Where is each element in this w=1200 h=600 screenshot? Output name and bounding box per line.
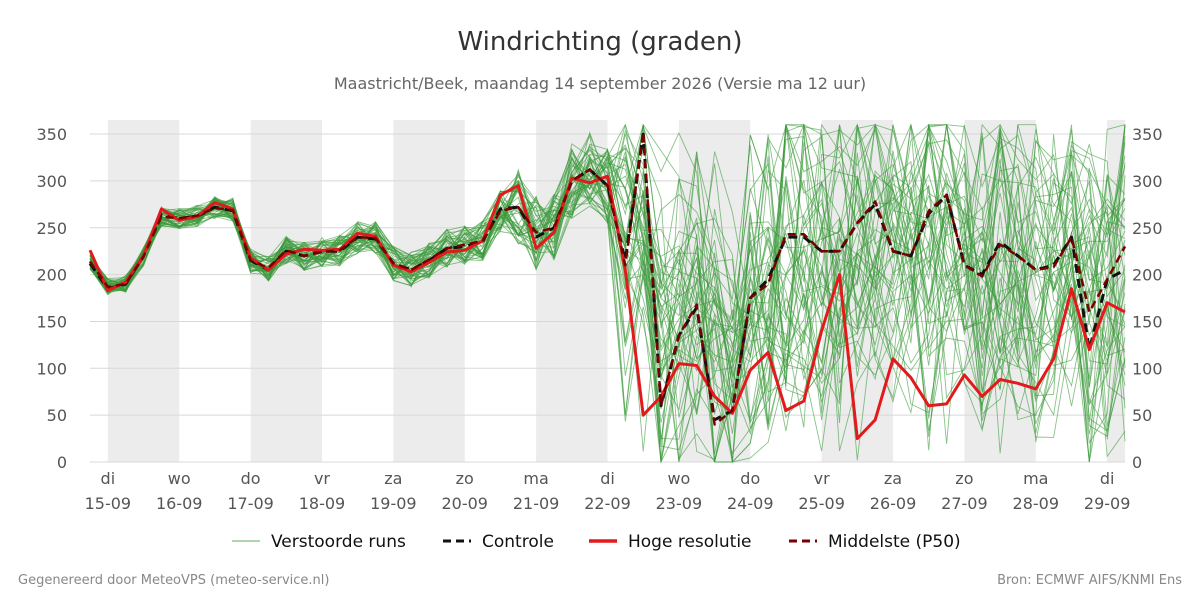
x-tick-day-label: wo bbox=[667, 469, 690, 488]
footer-source: Bron: ECMWF AIFS/KNMI Ens bbox=[997, 573, 1182, 588]
x-axis: di 15-09 wo 16-09 do 17-09 vr 18-09 za 19-09 zo 20-… bbox=[85, 469, 1131, 513]
series-line-middelste-p50 bbox=[88, 130, 1127, 426]
ensemble-run-line bbox=[89, 124, 1126, 463]
x-tick-day-label: zo bbox=[456, 469, 474, 488]
x-tick-date-label: 27-09 bbox=[941, 494, 988, 513]
x-tick-date-label: 29-09 bbox=[1084, 494, 1131, 513]
ensemble-run-line bbox=[89, 124, 1126, 463]
x-tick-date-label: 24-09 bbox=[727, 494, 774, 513]
x-tick-date-label: 16-09 bbox=[156, 494, 203, 513]
y-tick-label-left: 200 bbox=[36, 266, 67, 285]
main-series bbox=[88, 130, 1127, 441]
y-tick-label-left: 300 bbox=[36, 172, 67, 191]
x-tick-day-label: wo bbox=[168, 469, 191, 488]
y-tick-label-right: 300 bbox=[1132, 172, 1163, 191]
y-tick-label-right: 0 bbox=[1132, 453, 1142, 472]
ensemble-run-line bbox=[89, 123, 1126, 437]
x-tick-date-label: 20-09 bbox=[441, 494, 488, 513]
x-tick-date-label: 19-09 bbox=[370, 494, 417, 513]
x-tick-date-label: 26-09 bbox=[870, 494, 917, 513]
x-tick-date-label: 22-09 bbox=[584, 494, 631, 513]
x-tick-day-label: za bbox=[384, 469, 402, 488]
y-axis-right: 0 50 100 150 200 250 300 350 bbox=[1132, 125, 1163, 472]
y-tick-label-left: 250 bbox=[36, 219, 67, 238]
legend: Verstoorde runs Controle Hoge resolutie Mid… bbox=[232, 532, 961, 552]
legend-label: Verstoorde runs bbox=[271, 532, 406, 552]
x-tick-day-label: ma bbox=[1023, 469, 1048, 488]
y-tick-label-right: 200 bbox=[1132, 266, 1163, 285]
legend-label: Hoge resolutie bbox=[628, 532, 752, 552]
x-tick-date-label: 23-09 bbox=[656, 494, 703, 513]
legend-label: Controle bbox=[482, 532, 554, 552]
day-shade-band bbox=[107, 120, 180, 462]
x-tick-day-label: za bbox=[884, 469, 902, 488]
day-shade-band bbox=[393, 120, 465, 462]
x-tick-day-label: do bbox=[241, 469, 261, 488]
ensemble-run-line bbox=[89, 134, 1126, 423]
y-tick-label-right: 50 bbox=[1132, 406, 1152, 425]
y-tick-label-left: 0 bbox=[57, 453, 67, 472]
x-tick-day-label: ma bbox=[523, 469, 548, 488]
ensemble-run-line bbox=[89, 150, 1126, 451]
ensemble-run-line bbox=[89, 124, 1126, 463]
chart-title: Windrichting (graden) bbox=[457, 27, 742, 57]
y-tick-label-right: 150 bbox=[1132, 312, 1163, 331]
y-tick-label-left: 150 bbox=[36, 312, 67, 331]
x-tick-day-label: di bbox=[600, 469, 615, 488]
footer-credit: Gegenereerd door MeteoVPS (meteo-service… bbox=[18, 573, 329, 588]
day-shade-band bbox=[250, 120, 322, 462]
x-tick-date-label: 17-09 bbox=[227, 494, 274, 513]
x-tick-day-label: do bbox=[740, 469, 760, 488]
x-tick-day-label: di bbox=[1100, 469, 1115, 488]
x-tick-day-label: vr bbox=[814, 469, 830, 488]
chart-subtitle: Maastricht/Beek, maandag 14 september 20… bbox=[334, 74, 866, 93]
ensemble-run-line bbox=[89, 132, 1126, 463]
x-tick-date-label: 25-09 bbox=[798, 494, 845, 513]
x-tick-day-label: vr bbox=[314, 469, 330, 488]
x-tick-date-label: 18-09 bbox=[299, 494, 346, 513]
x-tick-date-label: 28-09 bbox=[1013, 494, 1060, 513]
y-tick-label-right: 100 bbox=[1132, 359, 1163, 378]
y-tick-label-left: 350 bbox=[36, 125, 67, 144]
x-tick-day-label: zo bbox=[955, 469, 973, 488]
y-tick-label-left: 100 bbox=[36, 359, 67, 378]
y-tick-label-left: 50 bbox=[47, 406, 67, 425]
y-tick-label-right: 350 bbox=[1132, 125, 1163, 144]
x-tick-day-label: di bbox=[101, 469, 116, 488]
y-axis-left: 0 50 100 150 200 250 300 350 bbox=[36, 125, 67, 472]
legend-label: Middelste (P50) bbox=[828, 532, 961, 552]
x-tick-date-label: 21-09 bbox=[513, 494, 560, 513]
x-tick-date-label: 15-09 bbox=[85, 494, 132, 513]
y-tick-label-right: 250 bbox=[1132, 219, 1163, 238]
